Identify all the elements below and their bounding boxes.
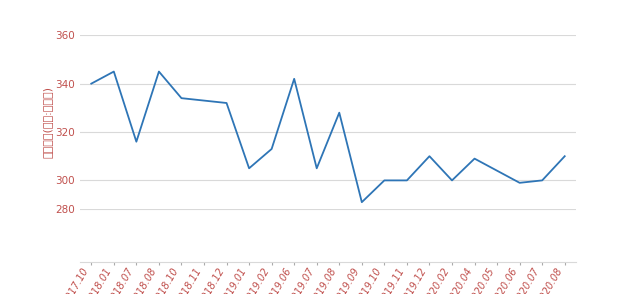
Y-axis label: 거래금액(단위:백만원): 거래금액(단위:백만원)	[43, 86, 52, 158]
